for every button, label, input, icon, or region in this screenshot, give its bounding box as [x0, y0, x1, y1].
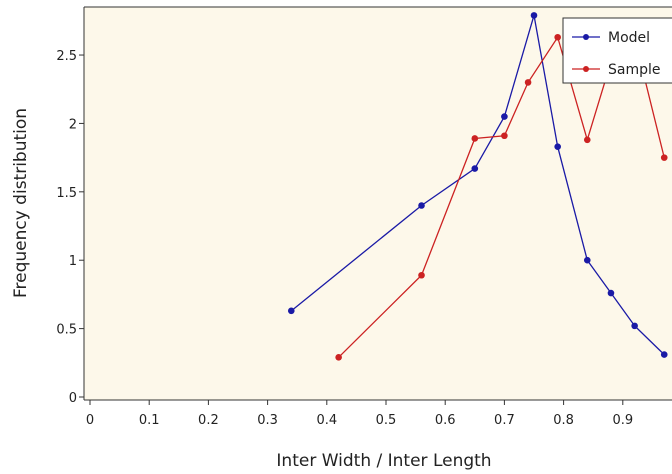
y-tick-label: 1 [69, 254, 77, 269]
data-point-sample [524, 79, 532, 86]
x-tick-label: 0.8 [553, 413, 574, 428]
y-tick-label: 2.5 [56, 49, 77, 64]
data-point-model [530, 12, 538, 19]
data-point-sample [554, 33, 561, 41]
x-tick-label: 0.4 [316, 413, 337, 428]
data-point-model [660, 351, 668, 358]
series-line-model [290, 15, 665, 356]
legend-box [562, 17, 672, 84]
x-axis-title: Inter Width / Inter Length [276, 451, 491, 471]
data-point-model [607, 289, 615, 297]
legend-marker-model [583, 34, 589, 40]
x-tick-label: 0.1 [139, 413, 160, 428]
data-point-sample [335, 354, 342, 361]
legend-label-model: Model [608, 30, 650, 46]
plot-border [83, 6, 672, 401]
y-tick-label: 0 [69, 391, 77, 406]
y-tick-label: 1.5 [56, 186, 77, 201]
legend: Model Sample [562, 17, 672, 84]
data-point-model [631, 322, 638, 330]
data-point-model [471, 165, 479, 172]
x-tick-label: 0.5 [376, 413, 397, 428]
x-tick-label: 0.9 [612, 413, 633, 428]
x-tick-label: 0.3 [257, 413, 278, 428]
x-tick-label: 0 [86, 413, 94, 428]
data-point-sample [660, 154, 668, 161]
data-point-model [501, 113, 508, 120]
data-point-model [583, 256, 591, 264]
x-tick-label: 0.7 [494, 413, 515, 428]
data-point-model [287, 307, 295, 315]
data-point-sample [501, 132, 508, 140]
y-axis: 0 0.5 1 1.5 2 2.5 [56, 49, 84, 406]
x-tick-label: 0.6 [435, 413, 456, 428]
data-point-model [554, 143, 561, 150]
x-axis: 00.10.20.30.40.50.60.70.80.91 [86, 400, 633, 428]
legend-marker-sample [583, 66, 589, 72]
y-axis-title: Frequency distribution [11, 108, 31, 298]
y-tick-label: 0.5 [56, 323, 77, 338]
series-layer [287, 12, 668, 361]
legend-label-sample: Sample [608, 62, 661, 78]
data-point-model [418, 202, 425, 209]
data-point-sample [583, 136, 591, 144]
x-tick-label: 0.2 [198, 413, 219, 428]
y-tick-label: 2 [69, 117, 77, 132]
data-point-sample [471, 135, 479, 142]
data-point-sample [418, 271, 425, 279]
